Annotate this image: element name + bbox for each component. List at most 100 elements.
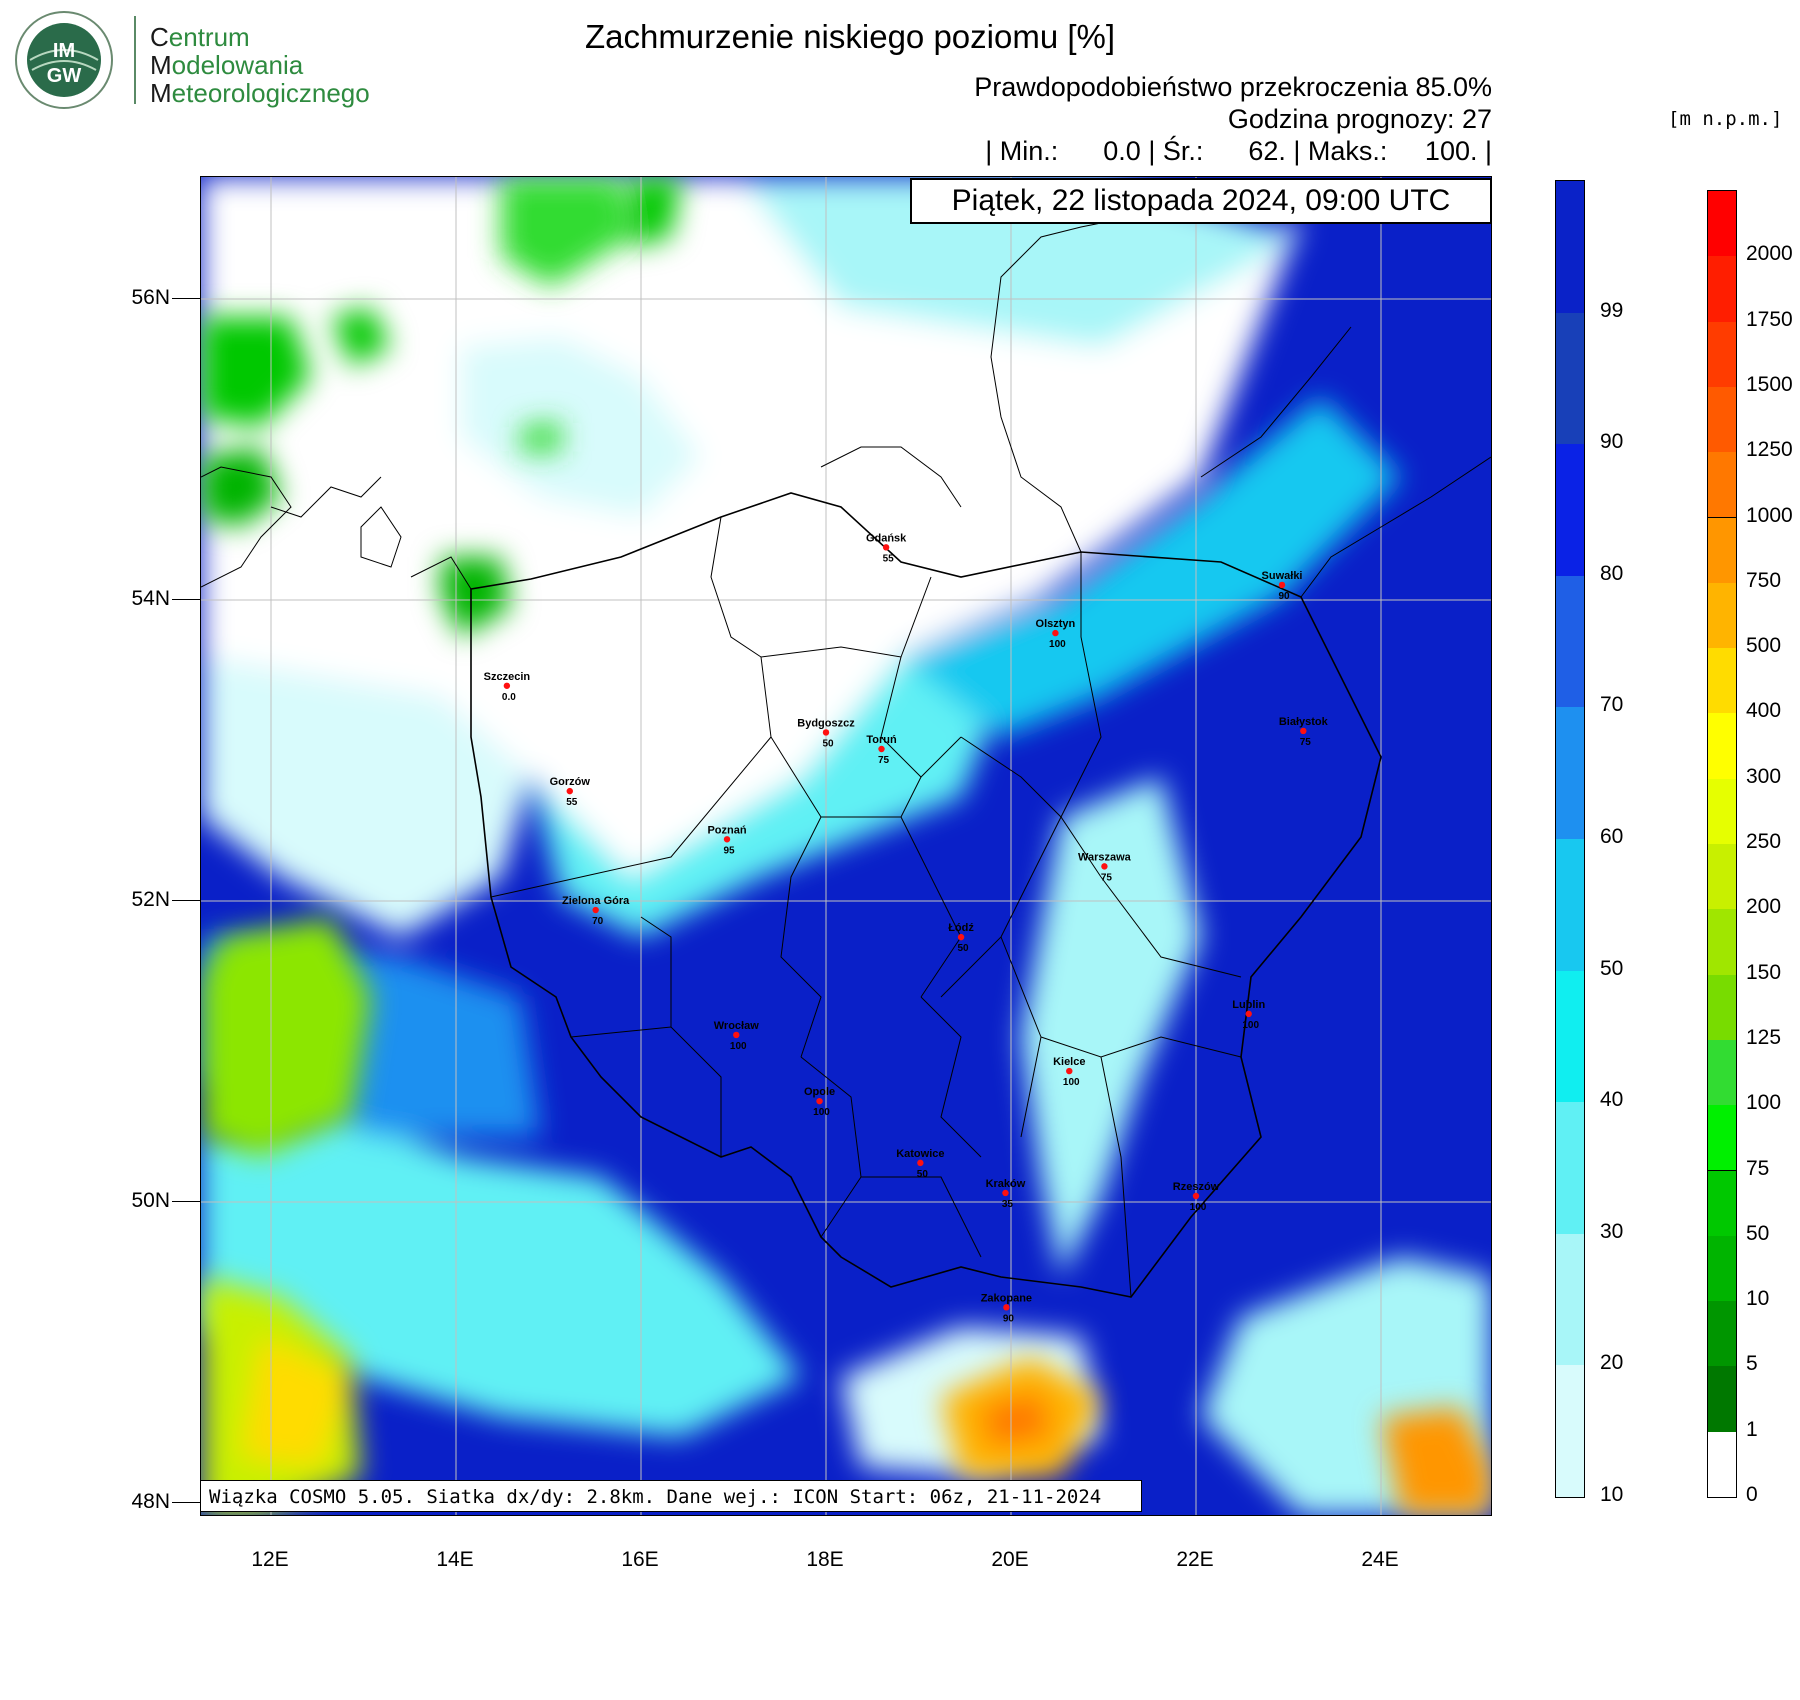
city-value-label: 75 [1101,872,1113,883]
city-value-label: 100 [813,1107,830,1118]
height-scale-label: 300 [1746,764,1782,788]
height-scale-swatch [1708,648,1736,715]
height-scale-swatch [1708,974,1736,1041]
city-dot [1003,1304,1010,1311]
coastlines [201,216,1491,598]
logo-divider [134,16,136,104]
height-scale-swatch [1708,517,1736,584]
height-units-label: [m n.p.m.] [1668,108,1783,130]
cloud-scale-swatch [1556,1233,1584,1367]
city-name-label: Wrocław [714,1020,759,1032]
cloud-scale-label: 99 [1600,298,1624,322]
cloud-scale-label: 90 [1600,430,1624,454]
lon-tick-16: 16E [621,1548,659,1571]
height-scale-label: 5 [1746,1352,1758,1376]
lon-tick-20: 20E [991,1548,1029,1571]
height-scale-label: 1750 [1746,307,1793,331]
city-dot [566,787,573,795]
cloud-scale-label: 80 [1600,561,1624,585]
lat-tickmark [172,599,200,600]
city-dot [1278,581,1286,589]
height-scale-swatch [1708,1235,1736,1303]
logo-line-1-rest: entrum [168,22,250,52]
city-value-label: 75 [878,755,890,766]
city-name-label: Opole [804,1086,835,1098]
lat-tick-52: 52N [131,888,170,911]
city-dot [1052,629,1059,637]
city-value-label: 90 [1003,1313,1015,1324]
height-scale-label: 10 [1746,1287,1770,1311]
height-scale-swatch [1708,191,1736,258]
city-value-label: 55 [566,797,578,808]
city-name-label: Kielce [1053,1056,1085,1068]
city-value-label: 0.0 [502,692,516,703]
lat-tickmark [172,1502,200,1503]
imgw-logo: IM GW Centrum Modelowania Meteorologiczn… [10,10,390,110]
height-scale-swatch [1708,256,1736,323]
logo-line-1-initial: C [150,22,169,52]
height-scale-label: 1000 [1746,503,1793,527]
logo-line-2-rest: odelowania [171,50,304,80]
height-scale-label: 1 [1746,1417,1758,1441]
city-name-label: Poznań [707,824,746,836]
city-dot [1002,1189,1009,1197]
imgw-badge-icon: IM GW [15,11,113,109]
city-value-label: 55 [883,553,895,564]
probability-line: Prawdopodobieństwo przekroczenia 85.0% [974,72,1492,102]
height-scale-label: 2000 [1746,242,1793,266]
height-scale-swatch [1708,321,1736,388]
city-value-label: 50 [822,738,834,749]
height-scale-swatch [1708,1039,1736,1107]
cloud-scale-swatch [1556,707,1584,840]
cloud-scale-swatch [1556,444,1584,577]
lat-tick-48: 48N [131,1490,170,1513]
logo-line-2: Modelowania [150,52,303,78]
graticule [201,177,1491,1515]
lat-tick-56: 56N [131,286,170,309]
cloud-map: Gdańsk 55 Suwałki 90 Olsztyn 100 Szczecin 0.0 By… [200,176,1492,1516]
cloud-scale-label: 20 [1600,1351,1624,1375]
city-value-label: 90 [1278,591,1290,602]
city-name-label: Szczecin [484,671,531,683]
height-scale-label: 250 [1746,830,1782,853]
height-scale-label: 500 [1746,634,1782,658]
city-dot [733,1031,740,1039]
height-scale-swatch [1708,778,1736,845]
lon-tick-22: 22E [1176,1548,1214,1571]
height-scale-swatch [1708,582,1736,650]
logo-line-3: Meteorologicznego [150,80,370,106]
city-value-label: 75 [1300,737,1312,748]
city-value-label: 70 [592,916,604,927]
height-scale-swatch [1708,909,1736,976]
cloud-scale-label: 40 [1600,1088,1624,1112]
city-value-label: 100 [1242,1020,1259,1031]
city-name-label: Rzeszów [1173,1181,1220,1193]
city-name-label: Olsztyn [1036,618,1076,630]
city-name-label: Warszawa [1078,851,1132,863]
height-scale-label: 1250 [1746,438,1793,462]
height-scale-label: 75 [1746,1156,1770,1180]
logo-line-2-initial: M [150,50,172,80]
cloud-scale-swatch [1556,1102,1584,1235]
city-dot [822,729,830,736]
height-scale-swatch [1708,713,1736,780]
height-scale-swatch [1708,452,1736,519]
city-value-label: 100 [1049,639,1066,650]
lon-tick-24: 24E [1361,1548,1399,1571]
model-info-footer: Wiązka COSMO 5.05. Siatka dx/dy: 2.8km. … [200,1480,1142,1512]
forecast-hour-line: Godzina prognozy: 27 [1227,104,1492,134]
map-title: Zachmurzenie niskiego poziomu [%] [584,18,1116,55]
forecast-date-box: Piątek, 22 listopada 2024, 09:00 UTC [910,178,1492,224]
height-scale-label: 125 [1746,1025,1782,1049]
cloud-scale-label: 60 [1600,825,1624,848]
logo-badge-bottom: GW [47,65,82,87]
city-dot [816,1097,823,1105]
cloud-scale-label: 50 [1600,956,1624,980]
city-dot [882,544,890,551]
cloud-scale-label: 10 [1600,1483,1624,1506]
height-scale-label: 200 [1746,895,1782,919]
city-dot [957,933,965,941]
cloud-scale-swatch [1556,181,1584,314]
logo-badge-top: IM [53,40,75,62]
city-value-label: 35 [1002,1199,1014,1210]
